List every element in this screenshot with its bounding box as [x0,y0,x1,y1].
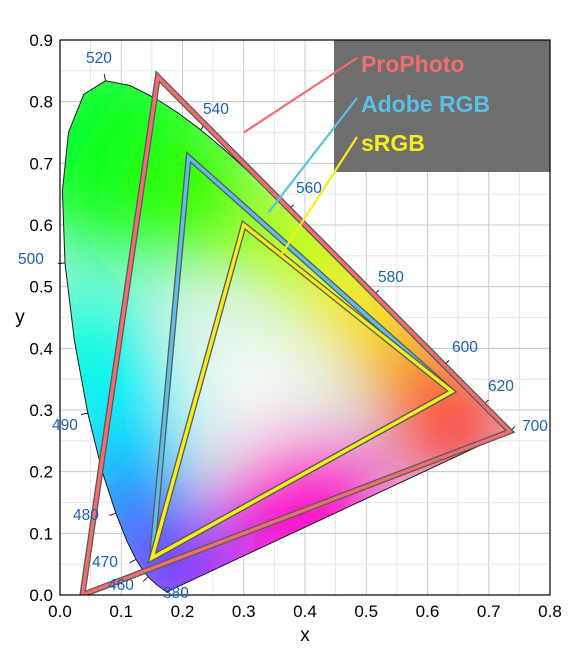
x-tick-label: 0.0 [48,602,72,621]
x-tick-label: 0.1 [109,602,133,621]
x-tick-label: 0.4 [293,602,317,621]
x-axis-label: x [300,625,310,646]
x-tick-label: 0.6 [416,602,440,621]
wavelength-label-380: 380 [163,585,189,602]
plot-frame [59,39,551,596]
srgb-triangle [149,222,456,562]
x-tick-label: 0.2 [171,602,195,621]
srgb-leader-line [279,136,358,257]
fill-white-blob [208,337,304,434]
prophoto-leader-line [243,57,358,134]
y-axis-label: y [15,307,25,328]
wavelength-label-460: 460 [108,577,134,594]
gamut-triangles [79,70,516,595]
legend-leader-lines [243,57,358,257]
wavelength-tick [109,512,117,516]
x-tick-labels: 0.0 0.1 0.2 0.3 0.4 0.5 0.6 0.7 0.8 [48,602,562,621]
y-tick-label: 0.0 [29,586,53,605]
wavelength-label-480: 480 [73,507,99,524]
y-tick-label: 0.2 [29,463,53,482]
prophoto-legend-label: ProPhoto [361,51,465,77]
y-tick-label: 0.8 [29,93,53,112]
x-tick-label: 0.5 [354,602,378,621]
wavelength-tick [142,576,149,582]
wavelength-tick [129,558,137,564]
wavelength-label-470: 470 [92,554,118,571]
wavelength-label-490: 490 [52,417,78,434]
wavelength-label-520: 520 [86,50,112,67]
y-tick-label: 0.3 [29,401,53,420]
wavelength-label-560: 560 [296,180,322,197]
adobe-rgb-legend-label: Adobe RGB [361,91,490,117]
y-tick-label: 0.5 [29,278,53,297]
x-tick-label: 0.3 [232,602,256,621]
wavelength-tick [103,73,106,81]
wavelength-tick [80,412,88,416]
wavelength-label-500: 500 [18,251,44,268]
x-tick-label: 0.7 [477,602,501,621]
wavelength-label-580: 580 [378,269,404,286]
wavelength-label-600: 600 [452,339,478,356]
adobe-rgb-leader-line [267,97,358,214]
wavelength-ticks [58,73,516,582]
legend-box [334,40,550,172]
legend-entries: ProPhoto Adobe RGB sRGB [361,51,490,156]
y-tick-label: 0.6 [29,216,53,235]
prophoto-triangle [80,73,514,595]
wavelength-labels: 380 460 470 480 490 500 520 540 560 580 600 620 700 [18,50,548,602]
y-tick-label: 0.4 [29,339,53,358]
y-tick-labels: 0.0 0.1 0.2 0.3 0.4 0.5 0.6 0.7 0.8 0.9 [29,31,53,605]
y-tick-label: 0.9 [29,31,53,50]
x-tick-label: 0.8 [538,602,562,621]
y-tick-label: 0.1 [29,524,53,543]
y-tick-label: 0.7 [29,154,53,173]
wavelength-label-700: 700 [522,418,548,435]
wavelength-tick [58,262,66,265]
wavelength-label-540: 540 [203,101,229,118]
srgb-legend-label: sRGB [361,130,425,156]
wavelength-label-620: 620 [488,378,514,395]
